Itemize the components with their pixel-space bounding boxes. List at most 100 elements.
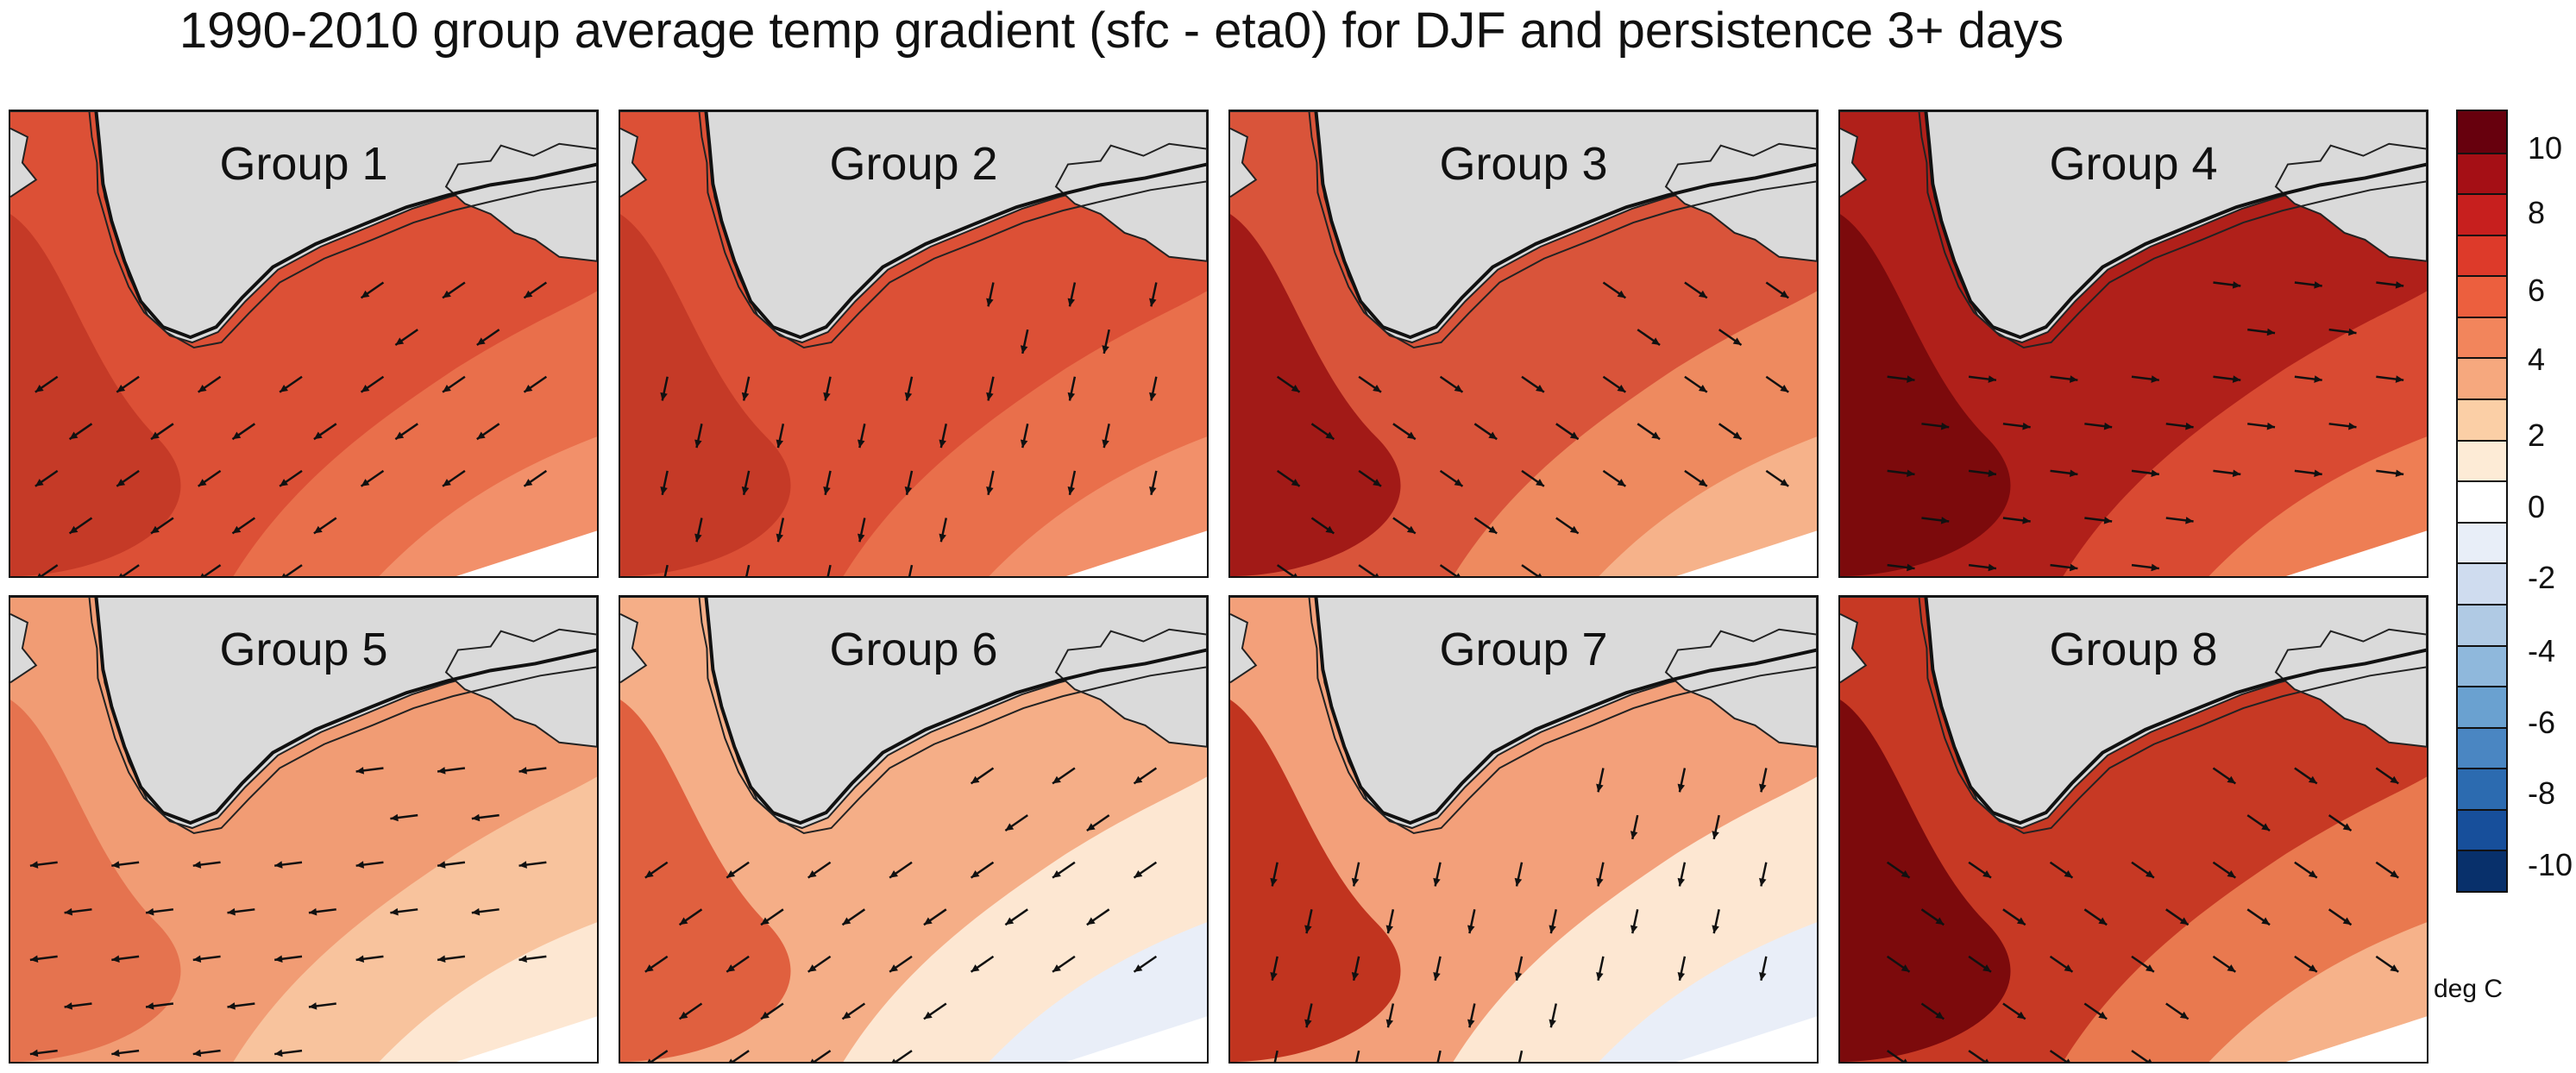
wind-arrow [986, 282, 995, 307]
wind-arrow [1052, 955, 1076, 973]
wind-arrow [1549, 1003, 1557, 1028]
wind-arrow [694, 518, 703, 543]
wind-arrow [2213, 469, 2241, 478]
wind-arrow [1020, 424, 1029, 449]
colorbar-tick-label: 8 [2528, 195, 2546, 230]
grid-coastline [1918, 597, 2427, 835]
wind-arrow [1921, 517, 1950, 524]
sea-ice-edge-line [94, 597, 597, 825]
wind-arrow [1712, 909, 1720, 934]
warm-anomaly-region [1230, 700, 1401, 1062]
wind-arrow [1304, 1003, 1313, 1028]
wind-arrow [1149, 376, 1158, 401]
wind-arrow [678, 908, 703, 926]
wind-arrow [200, 564, 222, 576]
wind-arrow [231, 517, 256, 535]
wind-arrow [1759, 768, 1768, 793]
wind-arrow [390, 907, 418, 916]
colorbar-segment [2458, 357, 2506, 400]
wind-arrow [2131, 955, 2155, 973]
wind-arrow [2212, 767, 2237, 785]
wind-arrow [889, 955, 913, 973]
colorbar-tick-label: -2 [2528, 560, 2556, 595]
colorbar-tick-label: 0 [2528, 489, 2546, 524]
wind-arrow [1718, 329, 1743, 347]
wind-arrow [394, 329, 418, 347]
wind-arrow [1514, 862, 1524, 887]
wind-arrow [2294, 955, 2318, 973]
wind-arrow [1467, 909, 1476, 934]
wind-arrow [1677, 956, 1687, 981]
wind-arrow [116, 469, 140, 487]
wind-arrow [29, 955, 58, 963]
wind-arrow [2084, 517, 2113, 524]
wind-arrow [1521, 469, 1545, 487]
warm-anomaly-region [10, 700, 181, 1062]
grid-coastline [698, 597, 1207, 835]
baffin-landmass [10, 612, 38, 684]
wind-arrow [1052, 861, 1076, 879]
wind-arrow [355, 861, 384, 869]
wind-arrow [1765, 375, 1789, 393]
wind-arrow [2131, 563, 2159, 572]
wind-arrow [29, 1049, 58, 1057]
no-data-wedge [1065, 530, 1207, 576]
baffin-landmass [1230, 612, 1258, 684]
wind-arrow [355, 955, 384, 963]
temperature-gradient-map [10, 111, 597, 576]
wind-arrow [360, 281, 385, 299]
wind-arrow [2049, 955, 2074, 973]
wind-arrow [64, 1002, 92, 1010]
wind-arrow [923, 1002, 947, 1020]
wind-arrow [1517, 1050, 1524, 1062]
wind-arrow [1602, 281, 1627, 299]
wind-arrow [2375, 955, 2399, 973]
wind-arrow [313, 517, 337, 535]
wind-arrow [1067, 282, 1077, 307]
colorbar-segment [2458, 152, 2506, 195]
wind-arrow [1086, 908, 1110, 926]
wind-arrow [2002, 908, 2026, 926]
wind-arrow [1630, 814, 1639, 840]
wind-arrow [192, 861, 221, 869]
wind-arrow [198, 375, 222, 393]
no-data-wedge [1675, 530, 1817, 576]
wind-arrow [355, 767, 384, 775]
warm-anomaly-region [1840, 700, 2011, 1062]
wind-arrow [908, 564, 914, 576]
wind-arrow [678, 1002, 703, 1020]
wind-arrow [2050, 375, 2078, 383]
wind-arrow [231, 423, 256, 441]
wind-arrow [1385, 1003, 1395, 1028]
wind-arrow [986, 470, 995, 495]
wind-arrow [1759, 862, 1768, 887]
wind-arrow [1473, 423, 1498, 441]
wind-arrow [1549, 909, 1557, 934]
wind-arrow [1133, 861, 1158, 879]
wind-arrow [192, 955, 221, 963]
wind-arrow [644, 955, 669, 973]
figure-title: 1990-2010 group average temp gradient (s… [179, 3, 2064, 59]
wind-arrow [891, 1050, 913, 1062]
wind-arrow [274, 955, 303, 963]
wind-arrow [970, 955, 995, 973]
wind-arrow [2049, 861, 2074, 879]
wind-arrow [2375, 861, 2399, 879]
wind-arrow [274, 1049, 303, 1057]
map-panel-group-1: Group 1 [9, 110, 599, 578]
wind-arrow [2165, 422, 2194, 430]
wind-arrow [2002, 1002, 2026, 1020]
wind-arrow [1968, 469, 1997, 478]
wind-arrow [1555, 517, 1580, 535]
wind-arrow [1439, 564, 1461, 576]
wind-arrow [1887, 563, 1915, 572]
wind-arrow [1637, 423, 1661, 441]
wind-arrow [394, 423, 418, 441]
wind-arrow [1596, 956, 1605, 981]
wind-arrow [313, 423, 337, 441]
wind-arrow [116, 375, 140, 393]
wind-arrow [1355, 1050, 1360, 1062]
grid-coastline [1308, 111, 1817, 349]
wind-arrow [2213, 375, 2241, 383]
wind-arrow [2294, 767, 2318, 785]
